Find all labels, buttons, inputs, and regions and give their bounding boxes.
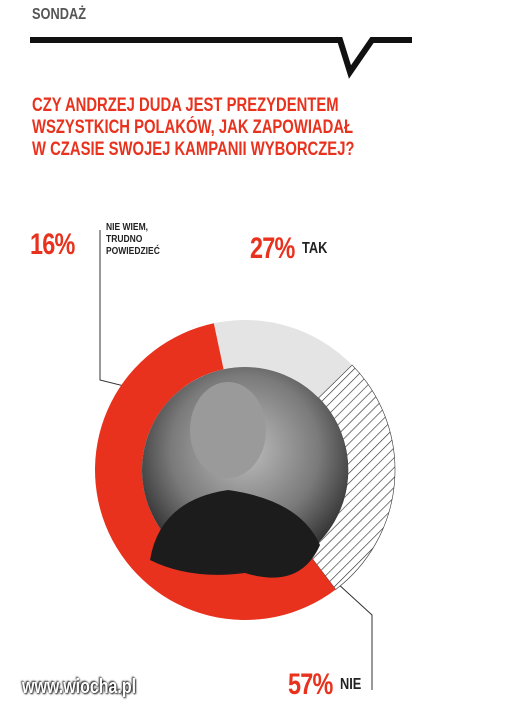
category-label: NIE [340,676,362,693]
chart-title: W CZASIE SWOJEJ KAMPANII WYBORCZEJ? [32,139,355,160]
portrait-face [190,382,266,478]
value-label: 27% [250,232,295,265]
donut-slice [213,320,353,398]
category-label: TAK [302,240,328,257]
header-label: SONDAŻ [32,6,87,23]
portrait-suit [150,490,320,578]
watermark: www.wiocha.pl [22,676,137,698]
category-label: NIE WIEM, TRUDNO POWIEDZIEĆ [106,222,160,257]
value-label: 57% [288,668,333,701]
leader-line [324,571,373,690]
chart-title: WSZYSTKICH POLAKÓW, JAK ZAPOWIADAŁ [32,117,354,138]
value-label: 16% [30,228,75,261]
header-rule [30,37,412,79]
chart-title: CZY ANDRZEJ DUDA JEST PREZYDENTEM [32,95,339,116]
